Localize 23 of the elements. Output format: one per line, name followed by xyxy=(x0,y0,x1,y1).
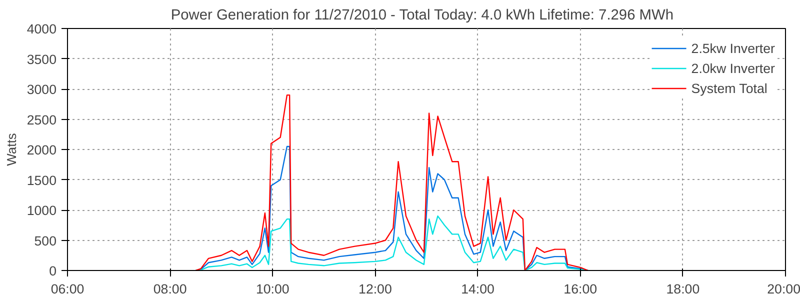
legend-label: System Total xyxy=(691,80,768,96)
x-tick-label: 14:00 xyxy=(461,282,494,296)
legend-label: 2.5kw Inverter xyxy=(691,40,775,56)
y-tick-label: 1500 xyxy=(26,172,57,188)
y-axis-title: Watts xyxy=(4,132,19,166)
chart-title: Power Generation for 11/27/2010 - Total Today: 4.0 kWh Lifetime: 7.296 MWh xyxy=(170,8,674,24)
y-tick-label: 3500 xyxy=(26,52,57,67)
y-tick-label: 1000 xyxy=(26,203,57,218)
y-tick-label: 4000 xyxy=(26,22,57,36)
y-tick-label: 3000 xyxy=(26,82,57,97)
line-series xyxy=(195,94,589,270)
y-tick-label: 500 xyxy=(34,233,57,248)
x-tick-label: 20:00 xyxy=(767,282,800,296)
y-tick-label: 2000 xyxy=(26,142,57,158)
x-tick-label: 18:00 xyxy=(666,282,700,296)
x-tick-label: 06:00 xyxy=(50,282,84,296)
x-tick-label: 08:00 xyxy=(153,282,187,296)
x-tick-label: 16:00 xyxy=(564,282,598,296)
x-tick-label: 12:00 xyxy=(358,282,392,296)
x-tick-label: 10:00 xyxy=(256,282,290,296)
y-tick-label: 2500 xyxy=(26,112,57,128)
legend-label: 2.0kw Inverter xyxy=(691,60,775,76)
y-tick-label: 0 xyxy=(49,264,57,278)
